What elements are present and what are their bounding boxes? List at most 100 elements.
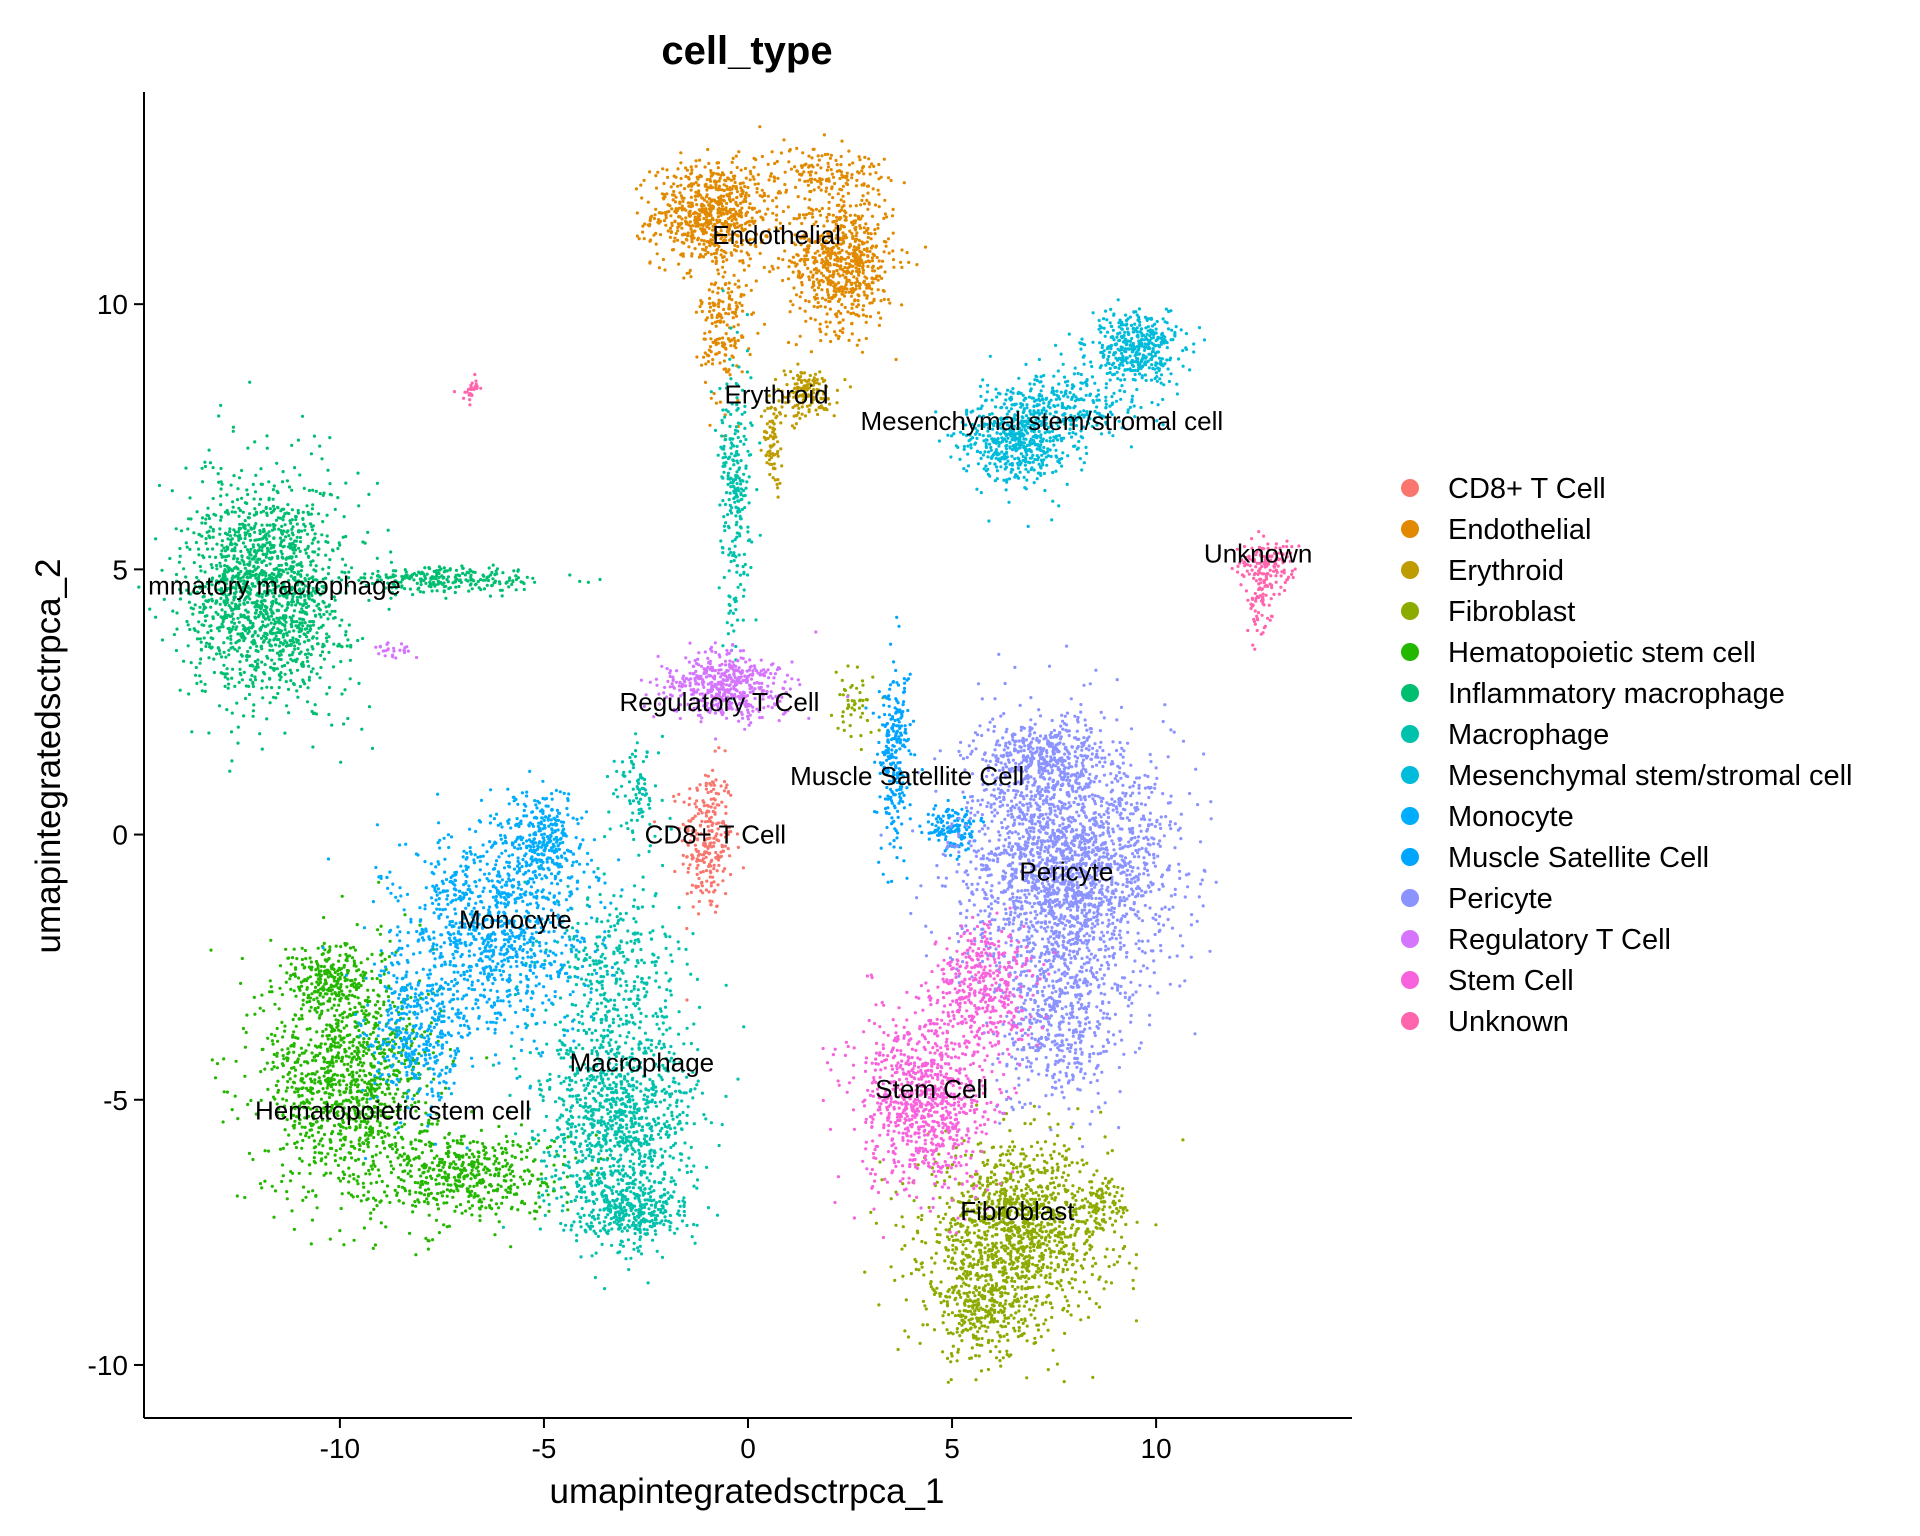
data-point [851, 286, 855, 291]
data-point [710, 216, 715, 220]
data-point [963, 1316, 968, 1320]
data-point [1069, 1125, 1073, 1129]
data-point [639, 183, 643, 187]
data-point [990, 1146, 994, 1150]
data-point [870, 259, 875, 263]
data-point [889, 178, 893, 183]
data-point [690, 235, 694, 239]
data-point [372, 1015, 376, 1019]
data-point [716, 215, 721, 219]
data-point [677, 792, 681, 797]
data-point [1036, 1266, 1041, 1271]
data-point [705, 837, 709, 841]
data-point [1095, 1169, 1099, 1173]
data-point [828, 274, 832, 278]
data-point [871, 675, 875, 679]
data-point [920, 1239, 924, 1244]
data-point [1011, 1148, 1015, 1152]
data-point [739, 193, 743, 197]
data-point [827, 192, 832, 196]
data-point [934, 1227, 938, 1231]
data-point [739, 211, 743, 215]
data-point [978, 1177, 982, 1181]
data-point [268, 990, 272, 994]
data-point [870, 256, 875, 260]
data-point [362, 1061, 366, 1065]
data-point [1001, 1152, 1005, 1156]
data-point [941, 1321, 945, 1325]
data-point [1080, 1220, 1084, 1224]
data-point [1036, 1185, 1041, 1189]
data-point [815, 260, 819, 264]
data-point [866, 227, 870, 231]
data-point [1062, 1184, 1066, 1188]
data-point [1024, 1260, 1028, 1264]
data-point [1002, 1117, 1006, 1121]
data-point [1103, 1135, 1107, 1139]
data-point [309, 1038, 313, 1042]
data-point [796, 195, 800, 199]
data-point [841, 327, 845, 331]
data-point [835, 203, 840, 207]
data-point [1099, 1200, 1103, 1204]
data-point [690, 230, 694, 234]
data-point [406, 1079, 410, 1083]
data-point [301, 1003, 305, 1007]
data-point [835, 215, 839, 219]
data-point [820, 296, 825, 300]
data-point [807, 278, 812, 282]
data-point [281, 1075, 285, 1079]
data-point [798, 178, 802, 182]
data-point [1095, 1226, 1099, 1230]
data-point [654, 207, 658, 211]
data-point [1110, 1149, 1114, 1153]
data-point [740, 243, 744, 247]
data-point [804, 162, 808, 166]
data-point [767, 178, 771, 182]
data-point [802, 371, 807, 375]
data-point [765, 461, 769, 465]
data-point [299, 1063, 303, 1067]
data-point [986, 1184, 990, 1188]
data-point [724, 824, 728, 828]
data-point [270, 1184, 274, 1188]
data-point [865, 718, 870, 723]
data-point [380, 1136, 384, 1140]
data-point [726, 194, 730, 198]
data-point [813, 372, 818, 376]
data-point [361, 1181, 365, 1185]
data-point [367, 1037, 371, 1041]
data-point [841, 241, 846, 245]
data-point [827, 206, 831, 211]
data-point [708, 206, 712, 210]
data-point [935, 1240, 939, 1244]
data-point [828, 156, 833, 160]
data-point [705, 215, 709, 219]
data-point [671, 248, 676, 252]
data-point [710, 321, 714, 326]
data-point [1075, 1249, 1079, 1253]
data-point [1012, 1261, 1016, 1265]
data-point [658, 233, 663, 237]
data-point [705, 850, 709, 854]
data-point [855, 253, 859, 257]
data-point [1049, 1261, 1053, 1265]
data-point [1052, 1228, 1056, 1232]
data-point [875, 255, 879, 260]
data-point [776, 486, 780, 490]
data-point [674, 231, 678, 236]
data-point [1087, 1205, 1091, 1209]
data-point [355, 1046, 359, 1050]
data-point [995, 1319, 1000, 1323]
data-point [1077, 1137, 1082, 1141]
data-point [1061, 1240, 1065, 1244]
data-point [985, 1264, 989, 1268]
data-point [990, 1170, 994, 1174]
data-point [1111, 1248, 1115, 1252]
data-point [794, 293, 799, 297]
data-point [732, 177, 736, 181]
data-point [1068, 1235, 1072, 1239]
data-point [712, 783, 717, 787]
data-point [1043, 1140, 1048, 1144]
data-point [289, 1179, 293, 1183]
